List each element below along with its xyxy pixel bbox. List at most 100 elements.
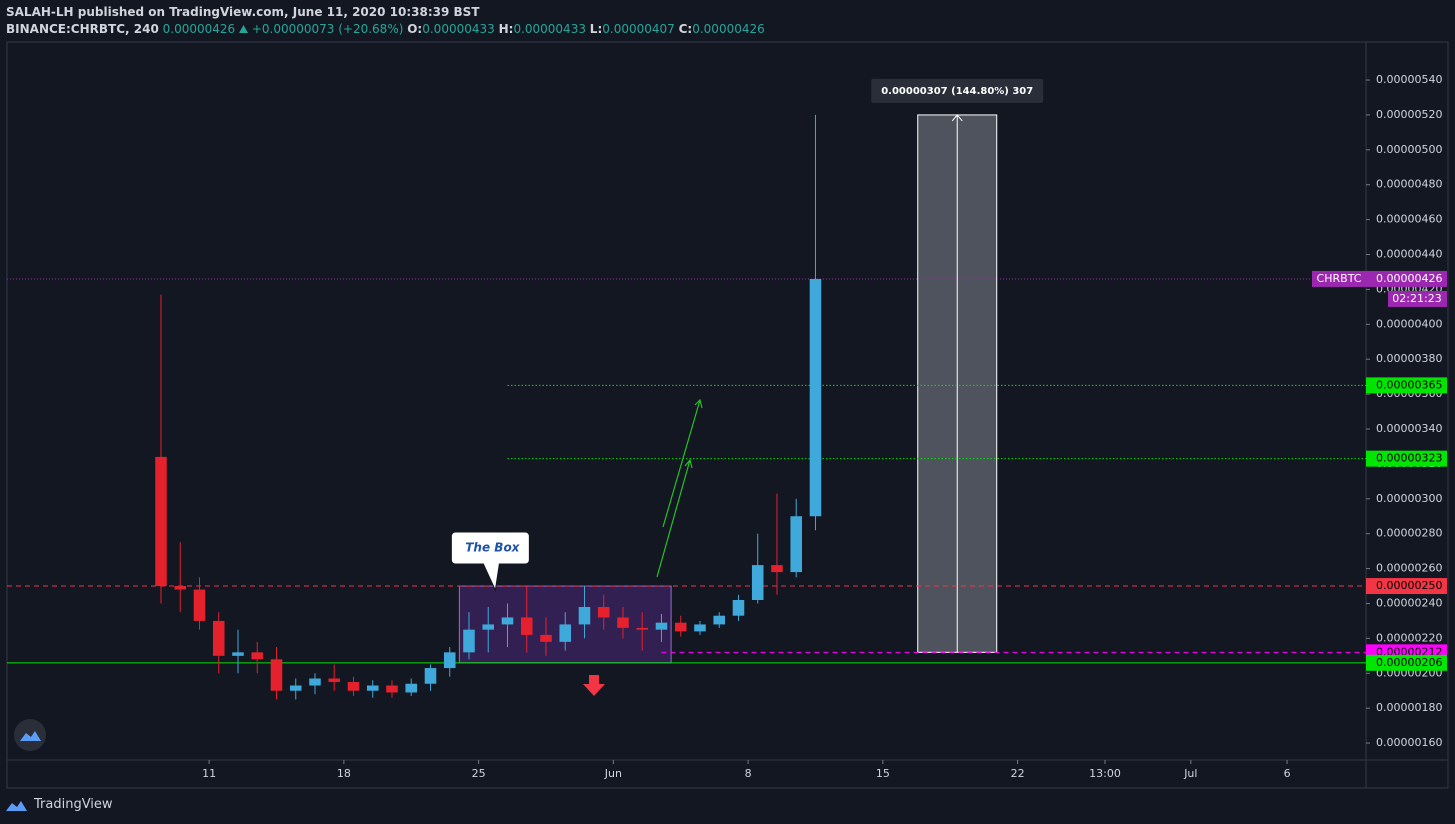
candle: [809, 114, 822, 531]
candle-body: [674, 622, 687, 632]
candle: [251, 641, 264, 674]
ohlc-value: 0.00000407: [602, 22, 675, 36]
logo-icon: [20, 731, 41, 741]
up-icon: [239, 25, 248, 33]
symbol-label: CHRBTC: [1317, 272, 1362, 285]
y-tick-label: 0.00000300: [1376, 492, 1442, 505]
publisher-text: SALAH-LH published on TradingView.com, J…: [6, 5, 480, 19]
price-label-bg: [1366, 450, 1447, 467]
callout-label: The Box: [465, 541, 520, 555]
candle-body: [540, 634, 552, 642]
brand-icon: [6, 801, 27, 811]
y-tick-label: 0.00000540: [1376, 73, 1442, 86]
x-tick-label: 8: [745, 767, 752, 780]
trend-arrow: [662, 398, 703, 528]
header: SALAH-LH published on TradingView.com, J…: [6, 4, 765, 38]
ohlc-value: 0.00000433: [422, 22, 495, 36]
ohlc: O:0.00000433 H:0.00000433 L:0.00000407 C…: [407, 22, 765, 36]
countdown-bg: [1388, 290, 1447, 307]
candle-body: [193, 589, 206, 621]
candle-body: [597, 606, 610, 618]
candle-body: [636, 627, 649, 630]
candle-body: [174, 586, 187, 590]
candle: [309, 673, 321, 695]
legend-line: BINANCE:CHRBTC, 240 0.00000426 +0.000000…: [6, 21, 765, 38]
candle-body: [463, 629, 475, 653]
trend-arrow: [656, 458, 693, 578]
x-tick-label: Jun: [604, 767, 622, 780]
candle-body: [732, 599, 745, 616]
candle-body: [713, 615, 725, 625]
candle: [482, 606, 495, 653]
y-tick-label: 0.00000180: [1376, 701, 1442, 714]
ohlc-key: O:: [407, 22, 423, 36]
footer: TradingView: [34, 797, 113, 812]
ohlc-key: L:: [589, 22, 603, 36]
candle: [174, 542, 187, 613]
last-price-label-bg: [1366, 270, 1447, 287]
x-tick-label: 11: [202, 767, 216, 780]
down-arrow: [583, 675, 605, 696]
y-tick-label: 0.00000480: [1376, 178, 1442, 191]
candle: [771, 493, 783, 595]
measure-label: 0.00000307 (144.80%) 307: [881, 86, 1033, 97]
price-label-bg: [1366, 654, 1447, 671]
candle-body: [520, 617, 533, 635]
candle-body: [655, 622, 668, 630]
price-label-bg: [1366, 578, 1447, 595]
logo-bubble: [14, 719, 46, 751]
change: +0.00000073 (+20.68%): [251, 22, 404, 36]
publisher: SALAH-LH published on TradingView.com, J…: [6, 4, 765, 21]
symbol-label-bg: [1312, 270, 1366, 287]
candle-body: [405, 683, 418, 693]
ohlc-value: 0.00000433: [513, 22, 586, 36]
candle-body: [443, 652, 456, 669]
symbol: BINANCE:CHRBTC, 240: [6, 22, 159, 36]
candle-body: [212, 620, 225, 656]
candle-body: [386, 685, 398, 693]
candle: [655, 613, 668, 642]
candle-body: [694, 624, 706, 632]
candle: [597, 594, 610, 630]
candle: [212, 612, 225, 674]
candle-body: [270, 659, 283, 691]
candle-body: [482, 624, 495, 630]
y-tick-label: 0.00000400: [1376, 317, 1442, 330]
candle: [193, 577, 206, 630]
candle-body: [251, 652, 264, 660]
countdown: 02:21:23: [1392, 292, 1441, 305]
trend-arrows: [656, 398, 703, 578]
x-tick-label: Jul: [1183, 767, 1197, 780]
x-tick-label: 6: [1284, 767, 1291, 780]
y-tick-label: 0.00000440: [1376, 248, 1442, 261]
last-price-label: 0.00000426: [1376, 272, 1442, 285]
x-tick-label: 22: [1011, 767, 1025, 780]
price-label-bg: [1366, 377, 1447, 394]
candle: [405, 678, 418, 696]
candle: [559, 612, 572, 651]
candle: [751, 533, 764, 604]
price-label: 0.00000250: [1376, 579, 1442, 592]
candle-body: [366, 685, 379, 691]
candle-body: [559, 624, 572, 642]
candle: [366, 680, 379, 698]
candle-body: [809, 278, 822, 517]
candle: [270, 647, 283, 700]
candle-body: [790, 516, 802, 573]
candle-body: [501, 617, 514, 625]
x-tick-label: 25: [472, 767, 486, 780]
measure-label-bg: [871, 78, 1044, 103]
candle: [155, 294, 167, 604]
candle-body: [155, 456, 167, 587]
candle: [540, 617, 552, 656]
candle-body: [771, 565, 783, 573]
y-tick-label: 0.00000160: [1376, 736, 1442, 749]
candle: [713, 612, 725, 628]
ohlc-value: 0.00000426: [692, 22, 765, 36]
price-label: 0.00000365: [1376, 378, 1442, 391]
y-tick-label: 0.00000240: [1376, 596, 1442, 609]
y-tick-label: 0.00000500: [1376, 143, 1442, 156]
candle: [463, 612, 475, 660]
